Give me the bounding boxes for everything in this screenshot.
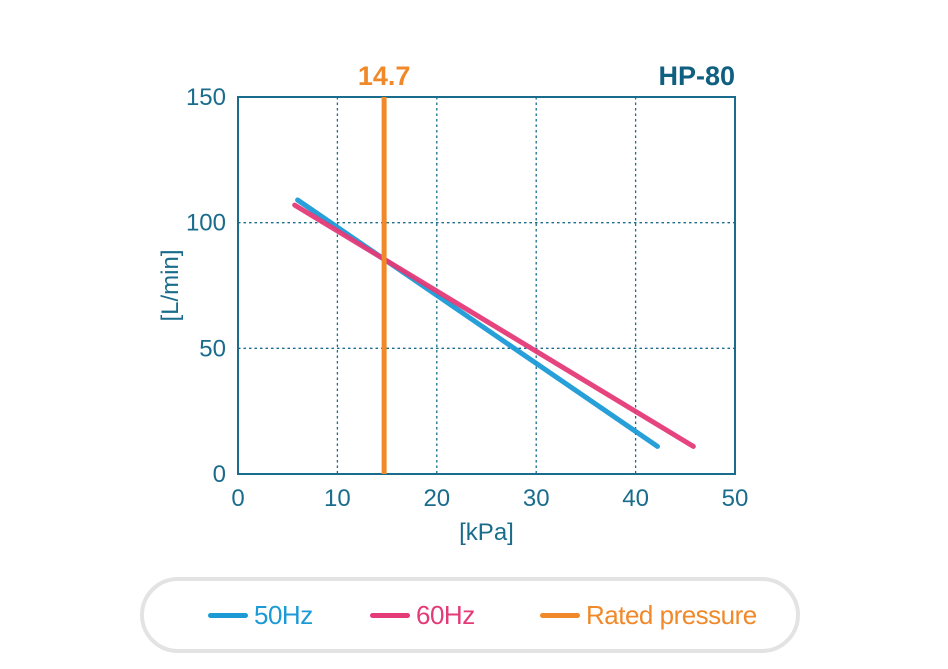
series-line-60hz bbox=[292, 202, 696, 449]
legend: 50Hz 60Hz Rated pressure bbox=[140, 577, 800, 653]
x-tick-label-20: 20 bbox=[423, 485, 450, 512]
x-tick-label-40: 40 bbox=[622, 485, 649, 512]
model-title: HP-80 bbox=[658, 61, 735, 91]
y-tick-label-150: 150 bbox=[186, 84, 226, 111]
x-tick-label-30: 30 bbox=[523, 485, 550, 512]
legend-label-60hz: 60Hz bbox=[416, 599, 475, 630]
legend-label-50hz: 50Hz bbox=[254, 599, 313, 630]
x-tick-label-50: 50 bbox=[722, 485, 749, 512]
x-axis-label: [kPa] bbox=[459, 519, 514, 546]
y-tick-label-100: 100 bbox=[186, 210, 226, 237]
legend-item-60hz: 60Hz bbox=[370, 581, 475, 649]
grid-lines bbox=[238, 97, 735, 474]
legend-swatch-50hz bbox=[208, 612, 248, 618]
x-tick-label-10: 10 bbox=[324, 485, 351, 512]
legend-label-rated-pressure: Rated pressure bbox=[586, 599, 757, 630]
x-tick-label-0: 0 bbox=[231, 485, 244, 512]
y-axis-label: [L/min] bbox=[157, 249, 184, 321]
y-tick-label-50: 50 bbox=[199, 335, 226, 362]
legend-swatch-60hz bbox=[370, 612, 410, 618]
plot-frame bbox=[237, 96, 736, 475]
legend-item-50hz: 50Hz bbox=[208, 581, 313, 649]
legend-swatch-rated-pressure bbox=[540, 612, 580, 618]
series-lines bbox=[292, 197, 696, 449]
y-tick-label-0: 0 bbox=[213, 461, 226, 488]
tick-labels: 0 10 20 30 40 50 0 50 100 150 bbox=[186, 84, 748, 512]
legend-item-rated-pressure: Rated pressure bbox=[540, 581, 757, 649]
rated-pressure-value-label: 14.7 bbox=[358, 61, 411, 91]
